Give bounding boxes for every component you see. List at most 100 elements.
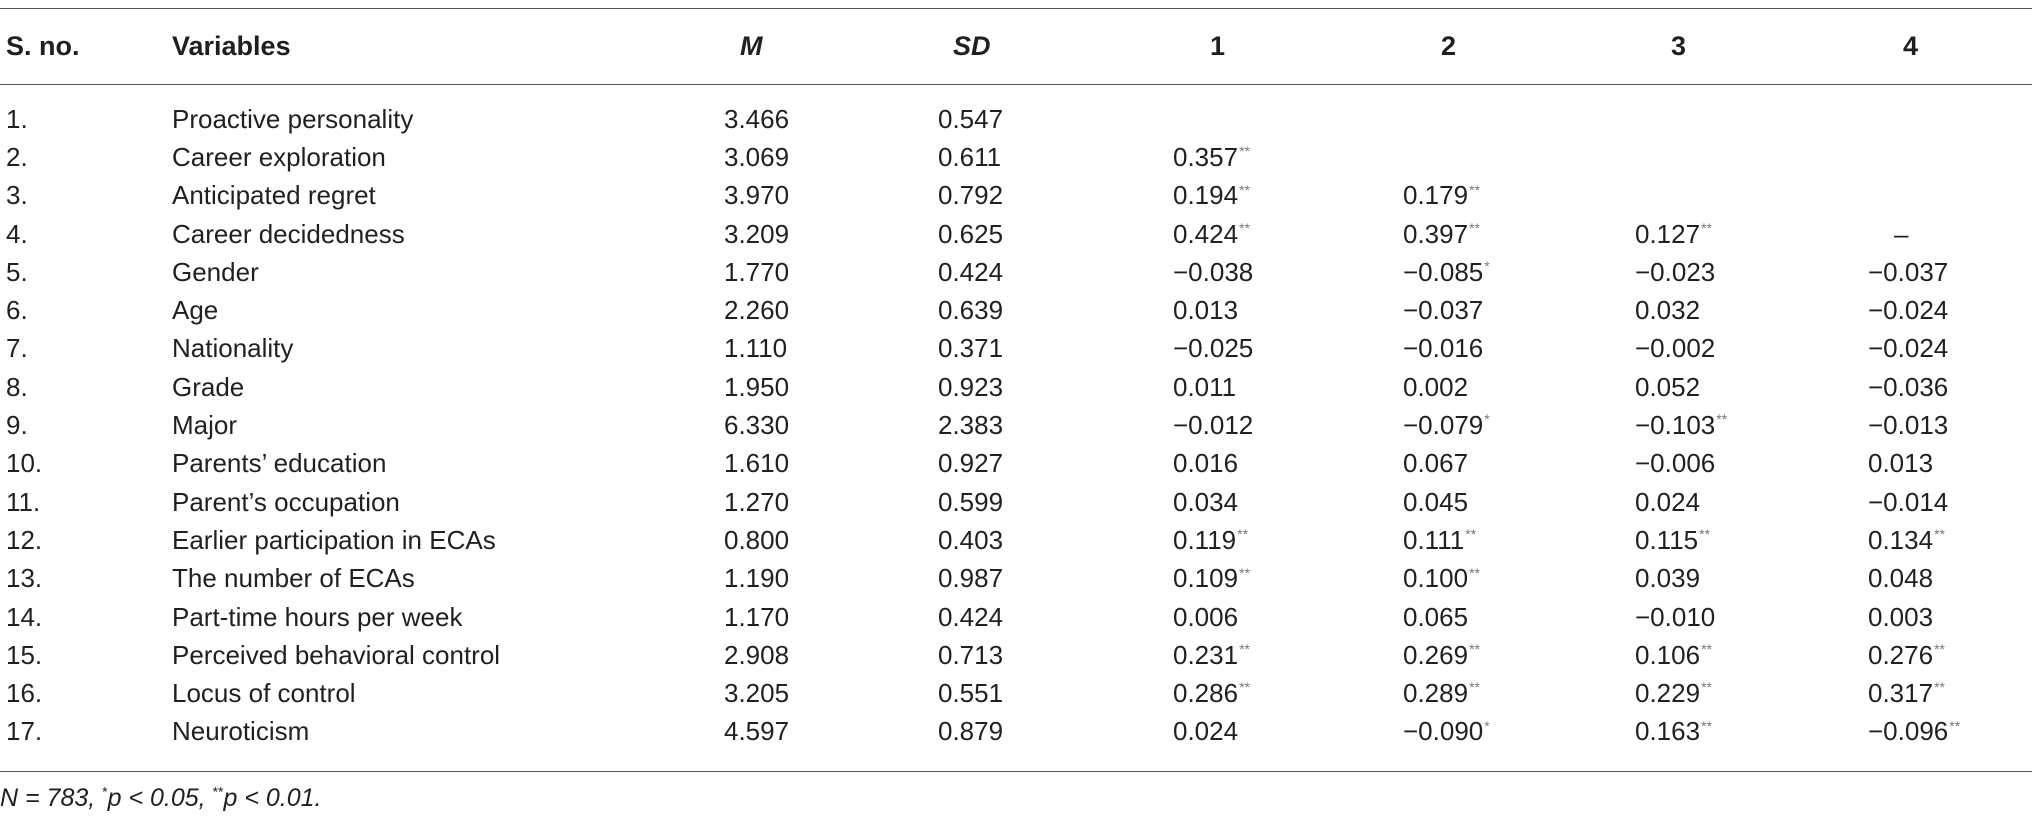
significance-mark: **	[1469, 679, 1480, 696]
sd-value: 2.383	[938, 410, 1004, 441]
correlation-cell-4: 0.276**	[1784, 636, 2032, 674]
significance-mark: **	[1239, 679, 1250, 696]
table-row: 13. The number of ECAs 1.190 0.987 0.109** 0.…	[0, 560, 2032, 598]
sd-value: 0.403	[938, 524, 1004, 555]
row-number: 1.	[6, 103, 28, 134]
mean-value: 3.970	[724, 180, 790, 211]
sd-value: 0.713	[938, 639, 1004, 670]
significance-mark: **	[1239, 641, 1250, 658]
correlation-cell-3: −0.103**	[1551, 406, 1784, 444]
correlation-cell-1: −0.012	[1089, 406, 1319, 444]
correlation-cell-2: −0.079*	[1319, 406, 1551, 444]
header-sno: S. no.	[6, 30, 80, 61]
sd-value: 0.987	[938, 563, 1004, 594]
row-number: 7.	[6, 333, 28, 364]
table-row: 14. Part-time hours per week 1.170 0.424 0.0…	[0, 598, 2032, 636]
row-number: 12.	[6, 524, 43, 555]
correlation-value: 0.317	[1868, 678, 1934, 709]
correlation-value: 0.039	[1635, 563, 1701, 594]
correlation-value: −0.037	[1403, 295, 1484, 326]
row-number: 8.	[6, 371, 28, 402]
correlation-value: 0.119	[1173, 524, 1237, 555]
correlation-cell-2: 0.179**	[1319, 177, 1551, 215]
significance-mark: **	[1239, 143, 1250, 160]
correlation-cell-1: 0.024	[1089, 713, 1319, 751]
correlation-value: 0.013	[1868, 448, 1934, 479]
variable-name: The number of ECAs	[172, 563, 415, 594]
correlation-cell-3	[1551, 177, 1784, 215]
correlation-value: −0.096	[1868, 716, 1949, 747]
correlation-cell-4: −0.024	[1784, 330, 2032, 368]
correlation-cell-4	[1784, 177, 2032, 215]
correlation-cell-2: 0.045	[1319, 483, 1551, 521]
correlation-value: −0.103	[1635, 410, 1716, 441]
significance-mark: **	[1701, 679, 1712, 696]
row-number: 14.	[6, 601, 43, 632]
correlation-cell-4: −0.014	[1784, 483, 2032, 521]
correlation-cell-1: 0.119**	[1089, 521, 1319, 559]
mean-value: 3.205	[724, 678, 790, 709]
table-row: 4. Career decidedness 3.209 0.625 0.424** 0.3…	[0, 215, 2032, 253]
correlation-value: 0.134	[1868, 524, 1934, 555]
mean-value: 0.800	[724, 524, 790, 555]
correlation-cell-2	[1319, 88, 1551, 138]
correlation-value: 0.397	[1403, 218, 1469, 249]
correlation-cell-4: 0.134**	[1784, 521, 2032, 559]
footnote-sig1-mark: *	[102, 783, 108, 800]
correlation-cell-3: 0.024	[1551, 483, 1784, 521]
correlation-value: −0.085	[1403, 256, 1484, 287]
variable-name: Major	[172, 410, 238, 441]
correlation-value: 0.016	[1173, 448, 1239, 479]
correlation-value: −0.037	[1868, 256, 1949, 287]
sd-value: 0.547	[938, 103, 1004, 134]
correlation-cell-3: 0.106**	[1551, 636, 1784, 674]
correlation-value: 0.424	[1173, 218, 1239, 249]
row-number: 2.	[6, 141, 28, 172]
correlation-cell-3: 0.115**	[1551, 521, 1784, 559]
correlation-value: 0.109	[1173, 563, 1239, 594]
significance-mark: **	[1701, 717, 1712, 734]
correlation-value: 0.111	[1403, 524, 1465, 555]
correlation-cell-2: 0.269**	[1319, 636, 1551, 674]
table-row: 15. Perceived behavioral control 2.908 0.71…	[0, 636, 2032, 674]
significance-mark: *	[1484, 258, 1490, 275]
mean-value: 3.069	[724, 141, 790, 172]
table-row: 9. Major 6.330 2.383 −0.012 −0.079* −0.103** −0…	[0, 406, 2032, 444]
correlation-cell-3: 0.032	[1551, 291, 1784, 329]
row-number: 4.	[6, 218, 28, 249]
correlation-cell-1: 0.424**	[1089, 215, 1319, 253]
correlation-cell-1: 0.194**	[1089, 177, 1319, 215]
mean-value: 2.260	[724, 295, 790, 326]
correlation-cell-2: −0.037	[1319, 291, 1551, 329]
correlation-value: 0.034	[1173, 486, 1239, 517]
mean-value: 2.908	[724, 639, 790, 670]
correlation-cell-3: −0.010	[1551, 598, 1784, 636]
row-number: 5.	[6, 256, 28, 287]
header-variables: Variables	[172, 30, 291, 61]
significance-mark: **	[1237, 526, 1249, 543]
variable-name: Parents’ education	[172, 448, 387, 479]
correlation-value: 0.024	[1635, 486, 1701, 517]
correlation-value: 0.011	[1173, 371, 1237, 402]
significance-mark: **	[1239, 181, 1250, 198]
significance-mark: **	[1469, 219, 1480, 236]
mean-value: 1.950	[724, 371, 790, 402]
significance-mark: **	[1469, 641, 1480, 658]
correlation-cell-1	[1089, 88, 1319, 138]
table-row: 17. Neuroticism 4.597 0.879 0.024 −0.090* 0.16…	[0, 713, 2032, 751]
mean-value: 6.330	[724, 410, 790, 441]
row-number: 15.	[6, 639, 43, 670]
row-number: 10.	[6, 448, 43, 479]
correlation-cell-1: −0.038	[1089, 253, 1319, 291]
correlation-cell-1: 0.109**	[1089, 560, 1319, 598]
significance-mark: *	[1484, 411, 1490, 428]
correlation-cell-3: 0.229**	[1551, 674, 1784, 712]
mean-value: 3.209	[724, 218, 790, 249]
correlation-cell-4: 0.317**	[1784, 674, 2032, 712]
correlation-cell-4: 0.003	[1784, 598, 2032, 636]
correlation-value: 0.003	[1868, 601, 1934, 632]
correlation-value: 0.231	[1173, 639, 1239, 670]
significance-mark: **	[1701, 641, 1712, 658]
sd-value: 0.639	[938, 295, 1004, 326]
correlation-cell-1: 0.357**	[1089, 138, 1319, 176]
